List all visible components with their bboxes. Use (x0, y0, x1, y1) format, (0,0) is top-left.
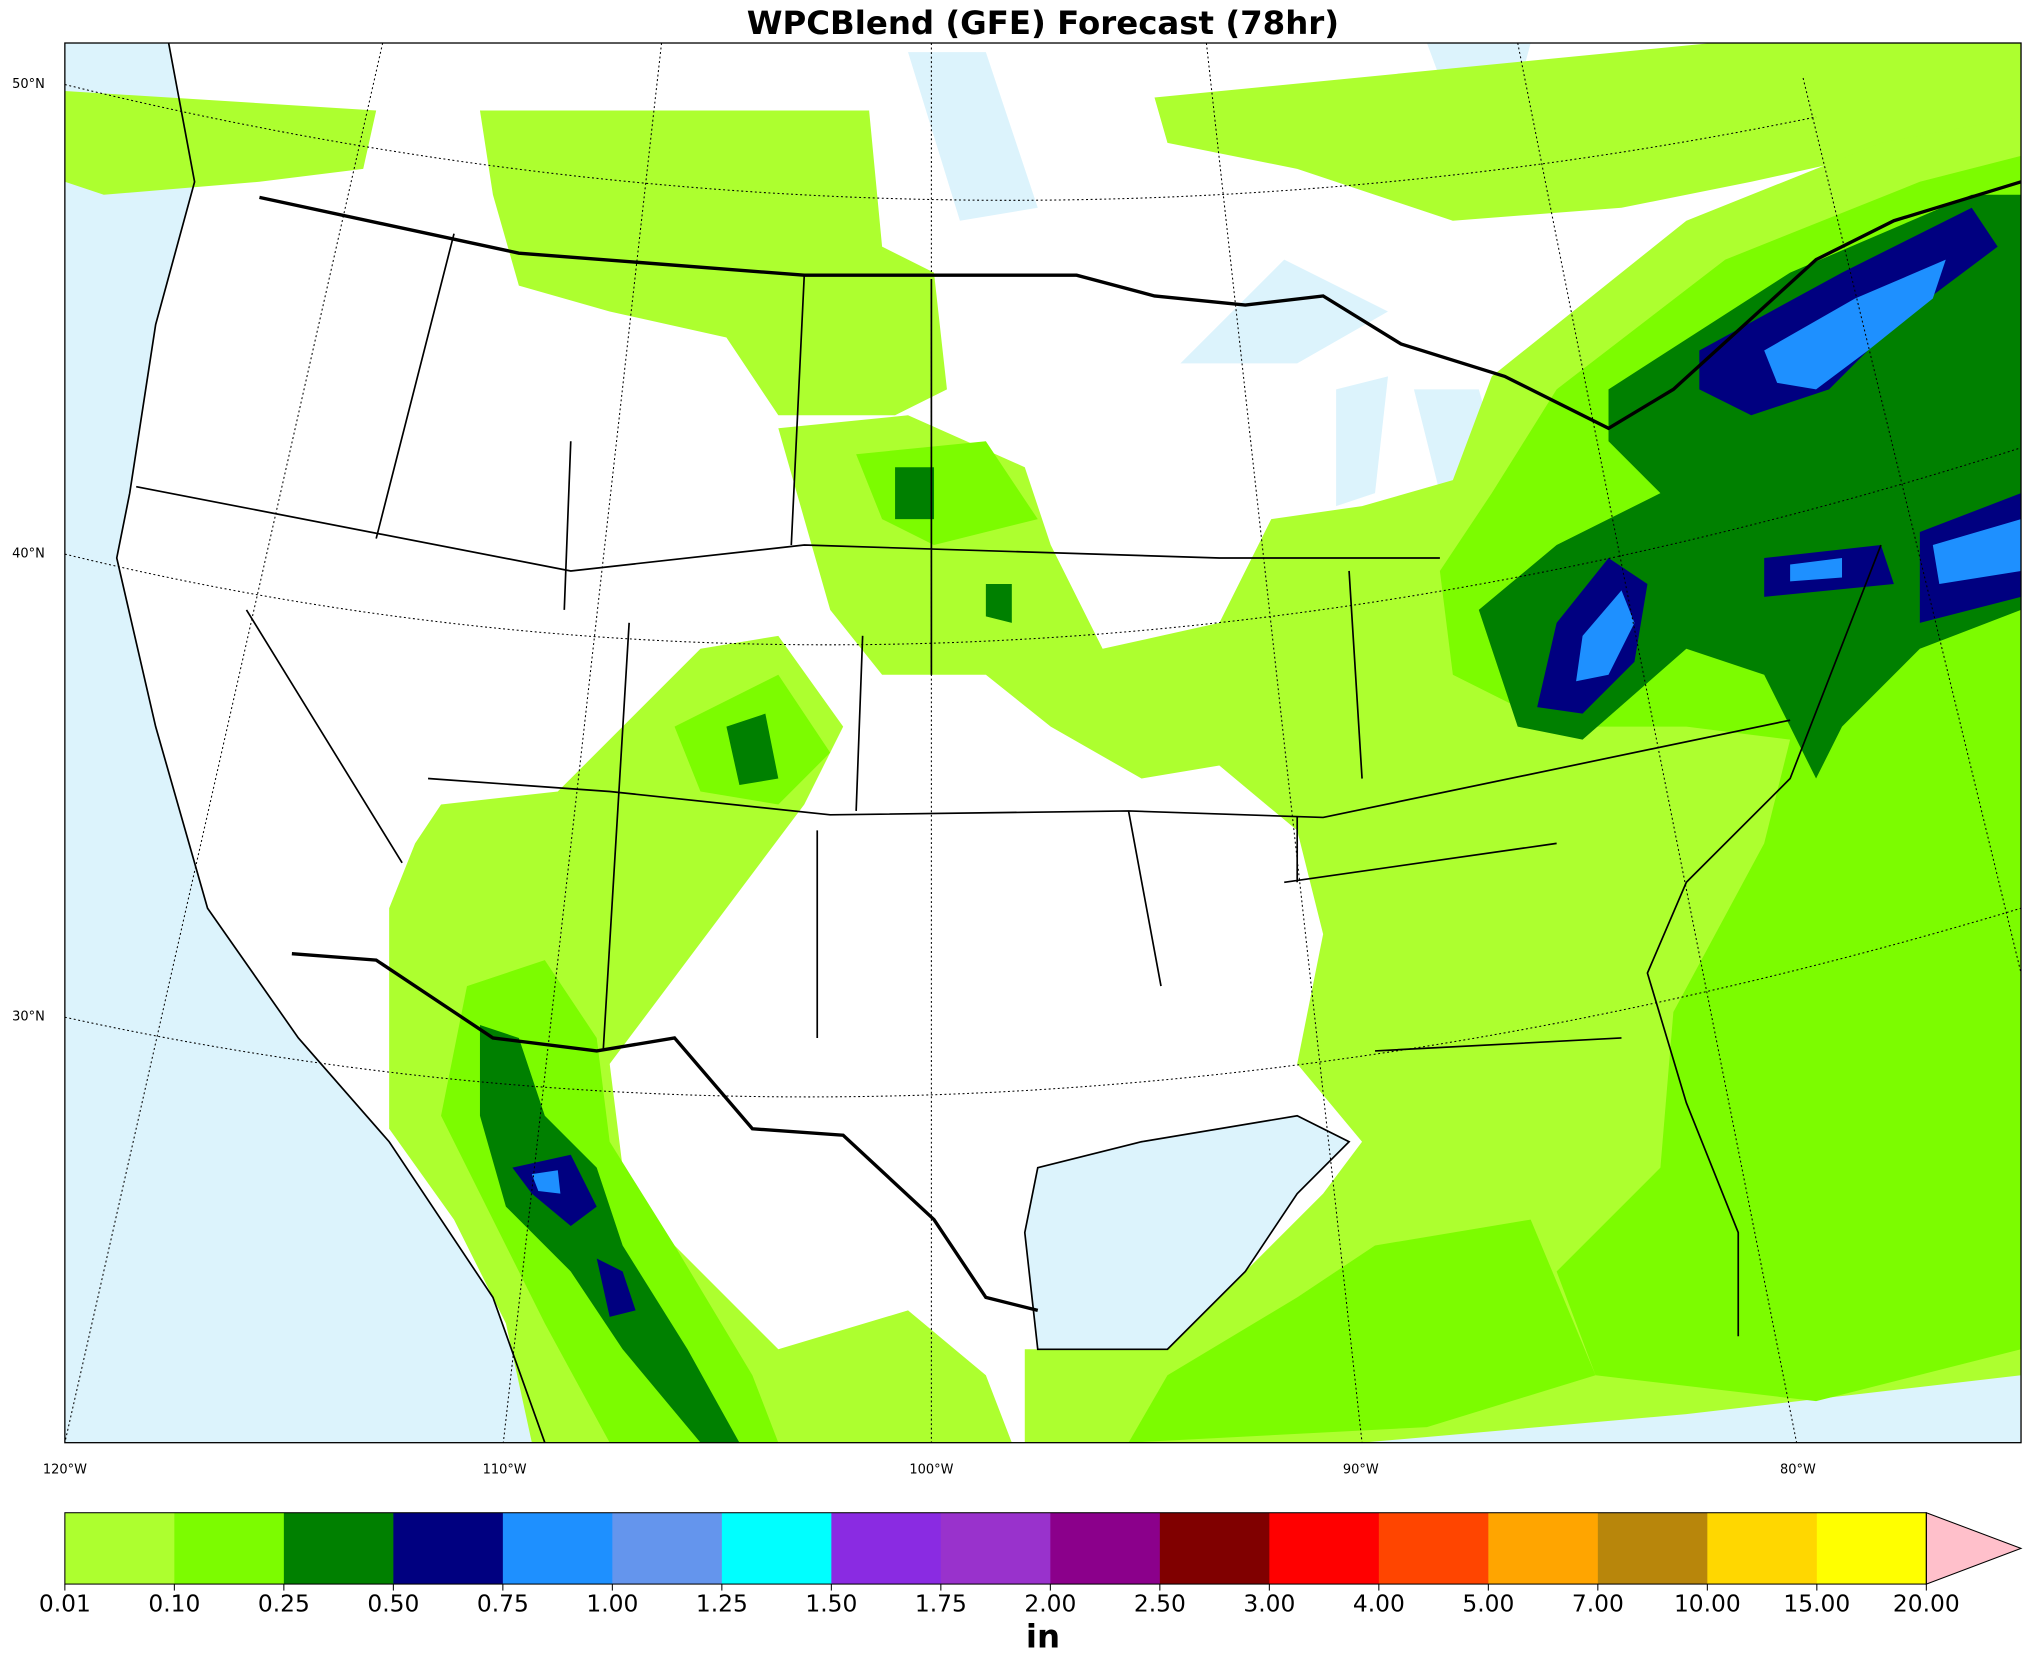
lat-label: 40°N (12, 547, 45, 562)
colorbar-segment (502, 1512, 614, 1585)
colorbar-tick-label: 10.00 (1674, 1589, 1741, 1617)
colorbar-tick-label: 2.50 (1134, 1589, 1186, 1617)
colorbar-tick-label: 3.00 (1243, 1589, 1295, 1617)
country-border (259, 180, 2022, 1313)
colorbar-segment (1269, 1512, 1380, 1585)
colorbar-tick-label: 0.50 (367, 1589, 419, 1617)
colorbar-segment (174, 1512, 285, 1585)
colorbar-tick-label: 0.75 (477, 1589, 529, 1617)
colorbar-tick-label: 0.25 (258, 1589, 310, 1617)
colorbar-tick-label: 15.00 (1783, 1589, 1850, 1617)
colorbar-segment (940, 1512, 1051, 1585)
colorbar-segment (1707, 1512, 1818, 1585)
colorbar-segment (831, 1512, 942, 1585)
graticule (64, 43, 2022, 1443)
colorbar-segment (393, 1512, 504, 1585)
coastline (115, 43, 1882, 1443)
colorbar-tick-label: 20.00 (1893, 1589, 1960, 1617)
colorbar-tick-label: 0.10 (148, 1589, 200, 1617)
colorbar-segment (283, 1512, 395, 1585)
colorbar-tick-label: 1.00 (586, 1589, 638, 1617)
colorbar-segment (1159, 1512, 1270, 1585)
colorbar-tick-label: 4.00 (1353, 1589, 1405, 1617)
colorbar-segment (612, 1512, 723, 1585)
colorbar-segment (1488, 1512, 1599, 1585)
colorbar-tick-label: 7.00 (1572, 1589, 1624, 1617)
colorbar-segment (1816, 1512, 1927, 1585)
colorbar-tick-label: 1.25 (696, 1589, 748, 1617)
colorbar-tick-label: 1.50 (805, 1589, 857, 1617)
colorbar-tick-label: 2.00 (1024, 1589, 1076, 1617)
map-frame (64, 42, 2022, 1444)
colorbar-tick-label: 1.75 (915, 1589, 967, 1617)
state-borders (136, 233, 1791, 1052)
colorbar-extend (1925, 1511, 2023, 1585)
colorbar-unit: in (1026, 1618, 1060, 1656)
colorbar-segment (1378, 1512, 1489, 1585)
colorbar-segment (1050, 1512, 1161, 1585)
colorbar-segment (721, 1512, 832, 1585)
lon-label: 100°W (909, 1462, 953, 1477)
map (64, 43, 2022, 1443)
lon-label: 120°W (43, 1462, 87, 1477)
lat-label: 50°N (12, 77, 45, 92)
lon-label: 110°W (483, 1462, 527, 1477)
title: WPCBlend (GFE) Forecast (78hr) (747, 4, 1339, 42)
colorbar-tick-label: 5.00 (1462, 1589, 1514, 1617)
colorbar-tick-label: 0.01 (39, 1589, 91, 1617)
lon-label: 80°W (1780, 1462, 1816, 1477)
lat-label: 30°N (12, 1010, 45, 1025)
colorbar-frame (64, 1512, 1927, 1585)
colorbar-segment (1597, 1512, 1708, 1585)
colorbar-segment (64, 1512, 176, 1585)
lon-label: 90°W (1343, 1462, 1379, 1477)
